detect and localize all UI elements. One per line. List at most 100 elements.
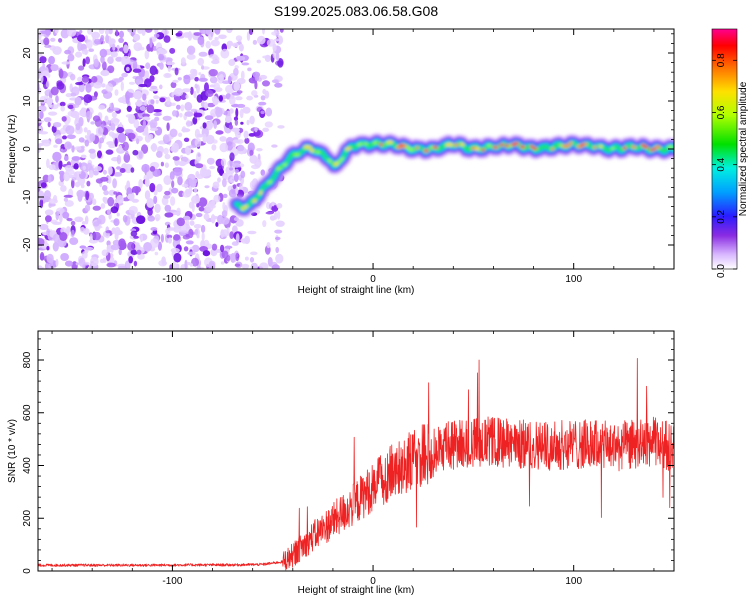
- noise-blob: [113, 218, 120, 227]
- noise-blob: [143, 242, 153, 252]
- noise-blob: [247, 67, 252, 72]
- noise-blob: [107, 56, 114, 64]
- noise-blob: [166, 234, 173, 239]
- noise-blob: [125, 150, 129, 156]
- noise-blob: [222, 178, 227, 188]
- ridge-hotspot: [282, 163, 288, 167]
- noise-blob: [173, 252, 182, 263]
- noise-blob: [91, 76, 98, 83]
- noise-blob: [50, 64, 59, 72]
- snr-x-tick-label: -100: [162, 576, 182, 587]
- noise-blob: [191, 195, 201, 204]
- noise-blob: [266, 242, 271, 249]
- noise-blob: [99, 258, 105, 264]
- noise-blob: [119, 30, 124, 39]
- ridge-hotspot: [551, 147, 555, 151]
- noise-blob: [194, 83, 198, 89]
- noise-blob: [240, 238, 250, 244]
- noise-blob: [64, 200, 74, 207]
- noise-blob: [208, 69, 218, 77]
- noise-blob: [196, 133, 204, 138]
- noise-blob: [146, 170, 154, 179]
- noise-blob: [75, 81, 84, 86]
- colorbar-gradient: [712, 29, 737, 269]
- noise-blob: [267, 257, 273, 267]
- snr-y-tick-label: 800: [22, 351, 33, 368]
- noise-blob: [133, 119, 140, 129]
- noise-blob: [211, 96, 218, 103]
- snr-series-line: [38, 358, 674, 571]
- noise-blob: [144, 70, 150, 80]
- noise-blob: [176, 217, 185, 227]
- noise-blob: [217, 214, 224, 225]
- noise-blob: [249, 155, 258, 164]
- noise-blob: [38, 125, 42, 133]
- noise-blob: [161, 260, 167, 266]
- ridge-hotspot: [666, 144, 674, 149]
- noise-blob: [105, 230, 112, 234]
- noise-blob: [89, 133, 96, 142]
- snr-y-tick-label: 400: [22, 457, 33, 474]
- ridge-hotspot: [653, 147, 657, 151]
- noise-blob: [117, 132, 127, 143]
- noise-blob: [271, 264, 280, 269]
- noise-blob: [118, 97, 126, 103]
- noise-blob: [231, 142, 236, 148]
- noise-blob: [47, 174, 52, 184]
- noise-blob: [279, 29, 284, 33]
- ridge-hotspot: [243, 205, 248, 209]
- noise-blob: [213, 120, 218, 129]
- noise-blob: [187, 251, 196, 256]
- noise-blob: [102, 169, 107, 175]
- noise-blob: [169, 47, 176, 54]
- noise-blob: [71, 145, 75, 153]
- noise-blob: [92, 115, 101, 122]
- noise-blob: [84, 135, 88, 139]
- noise-blob: [102, 61, 107, 71]
- noise-blob: [59, 172, 65, 183]
- spectrogram-x-tick-label: 100: [565, 274, 582, 285]
- noise-blob: [264, 54, 271, 63]
- noise-blob: [135, 79, 144, 85]
- noise-blob: [150, 227, 158, 231]
- noise-blob: [47, 103, 52, 108]
- noise-blob: [235, 107, 239, 118]
- noise-blob: [71, 229, 75, 237]
- noise-blob: [169, 128, 178, 138]
- snr-y-tick-label: 0: [22, 568, 33, 574]
- noise-blob: [234, 130, 240, 135]
- noise-blob: [114, 226, 121, 236]
- noise-blob: [229, 231, 234, 240]
- noise-blob: [170, 102, 176, 107]
- noise-blob: [196, 173, 204, 179]
- noise-blob: [124, 260, 131, 269]
- ridge-hotspot: [649, 148, 655, 152]
- noise-blob: [127, 193, 134, 200]
- noise-blob: [136, 215, 146, 225]
- ridge-hotspot: [327, 159, 333, 163]
- noise-blob: [251, 90, 258, 97]
- noise-blob: [204, 101, 208, 110]
- noise-blob: [197, 36, 205, 46]
- noise-blob: [110, 51, 118, 58]
- noise-blob: [254, 126, 258, 133]
- noise-blob: [262, 88, 267, 95]
- noise-blob: [78, 65, 85, 71]
- noise-blob: [179, 231, 186, 236]
- ridge-hotspot: [492, 145, 499, 149]
- noise-blob: [202, 122, 207, 129]
- noise-blob: [274, 229, 283, 234]
- noise-blob: [198, 51, 208, 57]
- colorbar-tick-label: 0.0: [716, 264, 727, 278]
- noise-blob: [163, 175, 172, 186]
- noise-blob: [224, 116, 232, 123]
- noise-blob: [273, 38, 283, 42]
- noise-blob: [116, 194, 124, 204]
- noise-blob: [108, 213, 112, 220]
- noise-blob: [196, 265, 201, 269]
- noise-blob: [262, 127, 270, 132]
- noise-blob: [276, 210, 281, 220]
- noise-blob: [173, 234, 181, 241]
- noise-blob: [133, 90, 143, 100]
